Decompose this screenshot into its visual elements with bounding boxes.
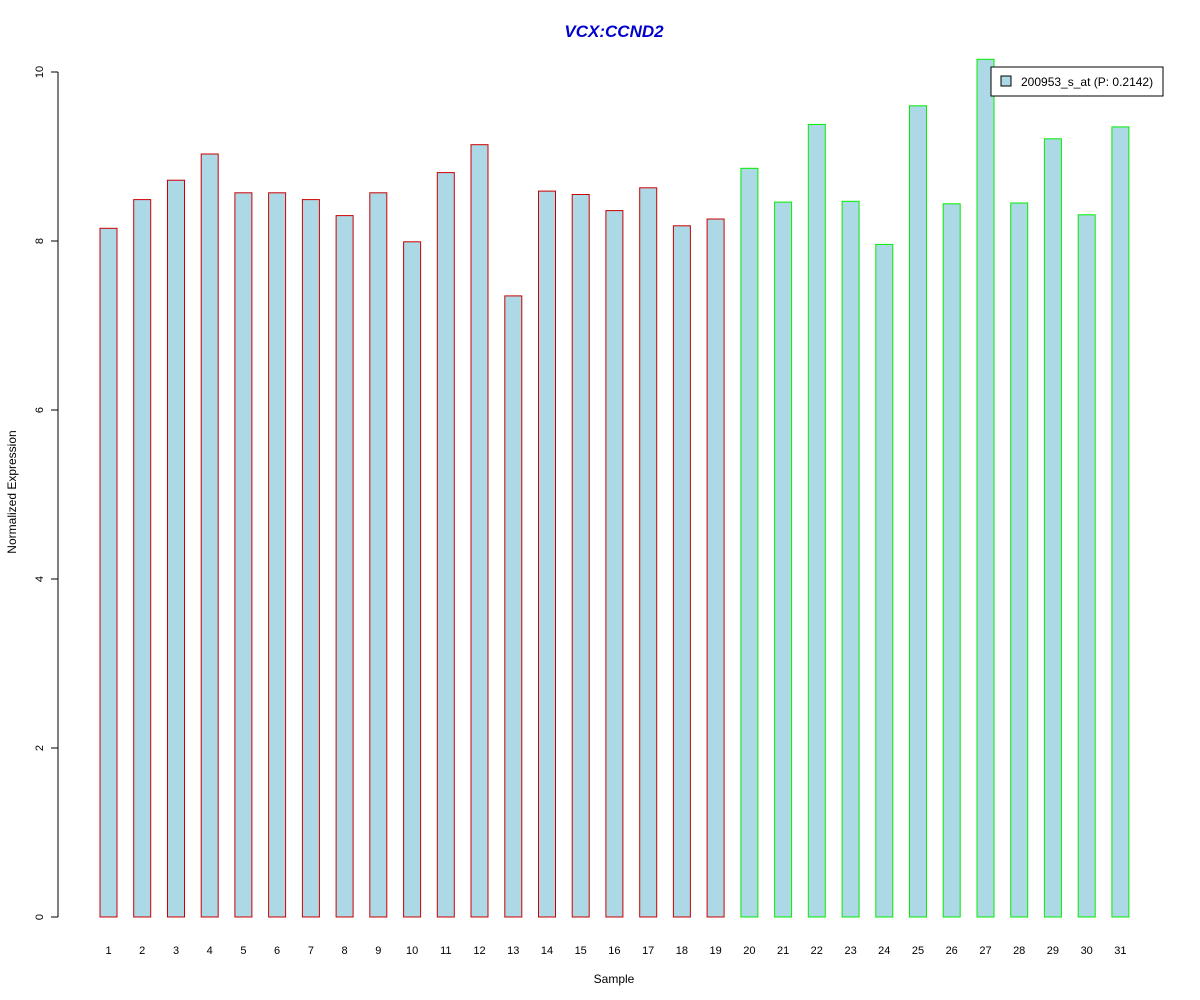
x-tick-label: 13 bbox=[507, 945, 519, 957]
y-axis: 0 2 4 6 8 10 bbox=[34, 66, 59, 920]
bar bbox=[403, 241, 422, 918]
x-tick-label: 9 bbox=[375, 945, 381, 957]
x-tick-label: 2 bbox=[139, 945, 145, 957]
x-tick-label: 10 bbox=[406, 945, 418, 957]
legend-swatch bbox=[1000, 75, 1012, 87]
bar bbox=[200, 153, 219, 918]
bar bbox=[369, 192, 388, 918]
y-tick-label: 10 bbox=[34, 66, 46, 78]
x-tick-label: 29 bbox=[1047, 945, 1059, 957]
x-tick-label: 30 bbox=[1081, 945, 1093, 957]
bar bbox=[268, 192, 287, 918]
bar bbox=[605, 210, 624, 918]
legend-box bbox=[990, 66, 1164, 97]
bar bbox=[538, 190, 556, 918]
x-tick-label: 3 bbox=[173, 945, 179, 957]
x-tick-label: 4 bbox=[207, 945, 213, 957]
bar bbox=[875, 243, 894, 918]
bar bbox=[909, 105, 927, 918]
bar bbox=[436, 172, 455, 918]
bar bbox=[841, 200, 860, 918]
y-tick-label: 8 bbox=[34, 238, 46, 244]
chart-title: VCX:CCND2 bbox=[564, 22, 664, 41]
bar bbox=[470, 144, 489, 918]
x-tick-label: 19 bbox=[709, 945, 721, 957]
bar bbox=[1043, 138, 1062, 918]
x-tick-label: 8 bbox=[342, 945, 348, 957]
x-tick-label: 26 bbox=[946, 945, 958, 957]
x-tick-label: 24 bbox=[878, 945, 890, 957]
x-tick-label: 7 bbox=[308, 945, 314, 957]
x-axis-label: Sample bbox=[594, 972, 635, 986]
x-tick-label: 18 bbox=[676, 945, 688, 957]
y-tick-label: 4 bbox=[34, 576, 46, 582]
y-tick-label: 0 bbox=[34, 914, 46, 920]
x-tick-label: 20 bbox=[743, 945, 755, 957]
x-tick-label: 14 bbox=[541, 945, 553, 957]
x-tick-label: 16 bbox=[608, 945, 620, 957]
bar bbox=[504, 295, 523, 918]
legend: 200953_s_at (P: 0.2142) bbox=[990, 66, 1164, 97]
bar bbox=[706, 218, 725, 918]
x-tick-label: 21 bbox=[777, 945, 789, 957]
y-tick-label: 6 bbox=[34, 407, 46, 413]
x-tick-label: 11 bbox=[440, 945, 451, 957]
bar bbox=[1111, 126, 1130, 918]
x-tick-label: 6 bbox=[274, 945, 280, 957]
bar bbox=[99, 227, 118, 918]
bar bbox=[807, 123, 826, 918]
x-tick-label: 23 bbox=[844, 945, 856, 957]
x-tick-label: 27 bbox=[979, 945, 991, 957]
bar bbox=[234, 192, 253, 918]
y-axis-label: Normalized Expression bbox=[5, 430, 19, 553]
bar bbox=[301, 199, 320, 918]
bar bbox=[672, 225, 691, 918]
bar bbox=[774, 201, 793, 918]
bar bbox=[1010, 202, 1029, 918]
bar bbox=[571, 194, 590, 918]
x-tick-label: 5 bbox=[240, 945, 246, 957]
x-tick-label: 1 bbox=[105, 945, 111, 957]
x-tick-label: 28 bbox=[1013, 945, 1025, 957]
bar bbox=[740, 167, 759, 918]
x-tick-label: 15 bbox=[575, 945, 587, 957]
bar bbox=[167, 179, 185, 918]
x-axis-labels: 1 2 3 4 5 6 7 8 9 10 11 12 13 14 15 16 17 18 19 20 21 22 23 24 2… bbox=[105, 945, 1126, 957]
x-tick-label: 25 bbox=[912, 945, 924, 957]
legend-entry: 200953_s_at (P: 0.2142) bbox=[1021, 75, 1153, 89]
bar bbox=[335, 215, 354, 918]
bar bbox=[942, 203, 961, 918]
bar bbox=[976, 58, 995, 918]
y-tick-label: 2 bbox=[34, 745, 46, 751]
bar bbox=[639, 187, 658, 918]
x-tick-label: 22 bbox=[811, 945, 823, 957]
bar bbox=[1077, 214, 1096, 918]
bar-series bbox=[99, 58, 1130, 918]
bar bbox=[133, 199, 152, 918]
x-tick-label: 12 bbox=[473, 945, 485, 957]
x-tick-label: 31 bbox=[1114, 945, 1126, 957]
x-tick-label: 17 bbox=[642, 945, 654, 957]
